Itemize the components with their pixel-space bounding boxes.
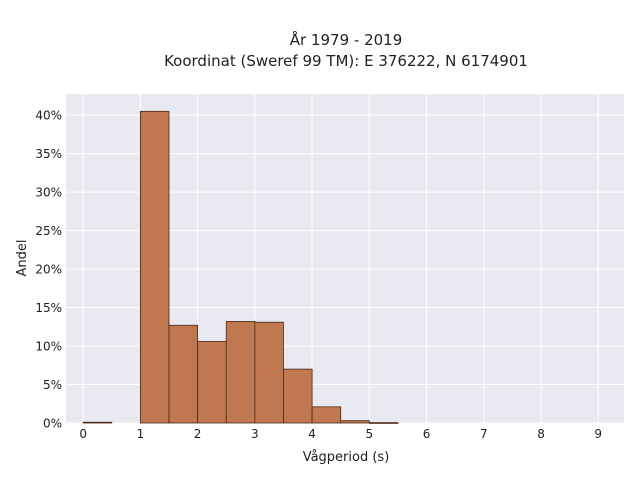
x-tick-label: 7	[480, 427, 488, 441]
histogram-bar	[225, 321, 256, 424]
y-tick-label: 5%	[43, 378, 62, 392]
histogram-bar	[311, 406, 342, 424]
x-tick-label: 6	[423, 427, 431, 441]
y-tick-label: 10%	[35, 340, 62, 354]
x-axis-ticks: 0 1 2 3 4 5 6 7 8 9	[79, 427, 602, 441]
chart-title: År 1979 - 2019	[290, 30, 403, 49]
y-axis-label: Andel	[15, 240, 30, 277]
x-tick-label: 2	[194, 427, 202, 441]
y-tick-label: 40%	[35, 109, 62, 123]
histogram-bar	[168, 324, 199, 424]
histogram-bar	[368, 422, 399, 424]
histogram-bar	[254, 321, 284, 424]
x-axis-label: Vågperiod (s)	[303, 450, 390, 465]
histogram-bars	[82, 110, 399, 424]
histogram-bar	[340, 420, 370, 424]
y-tick-label: 25%	[35, 224, 62, 238]
y-tick-label: 30%	[35, 186, 62, 200]
y-tick-label: 15%	[35, 301, 62, 315]
x-tick-label: 1	[137, 427, 145, 441]
x-tick-label: 0	[79, 427, 87, 441]
histogram-bar	[139, 110, 170, 424]
y-axis-ticks: 0% 5% 10% 15% 20% 25% 30% 35% 40%	[35, 109, 62, 431]
y-tick-label: 35%	[35, 147, 62, 161]
y-tick-label: 20%	[35, 263, 62, 277]
x-tick-label: 8	[537, 427, 545, 441]
histogram-bar	[82, 421, 113, 424]
x-tick-label: 9	[594, 427, 602, 441]
histogram-bar	[197, 341, 227, 424]
y-tick-label: 0%	[43, 417, 62, 431]
histogram-bar	[283, 368, 313, 424]
chart-subtitle: Koordinat (Sweref 99 TM): E 376222, N 61…	[164, 52, 528, 70]
x-tick-label: 4	[308, 427, 316, 441]
x-tick-label: 5	[366, 427, 374, 441]
x-tick-label: 3	[251, 427, 259, 441]
